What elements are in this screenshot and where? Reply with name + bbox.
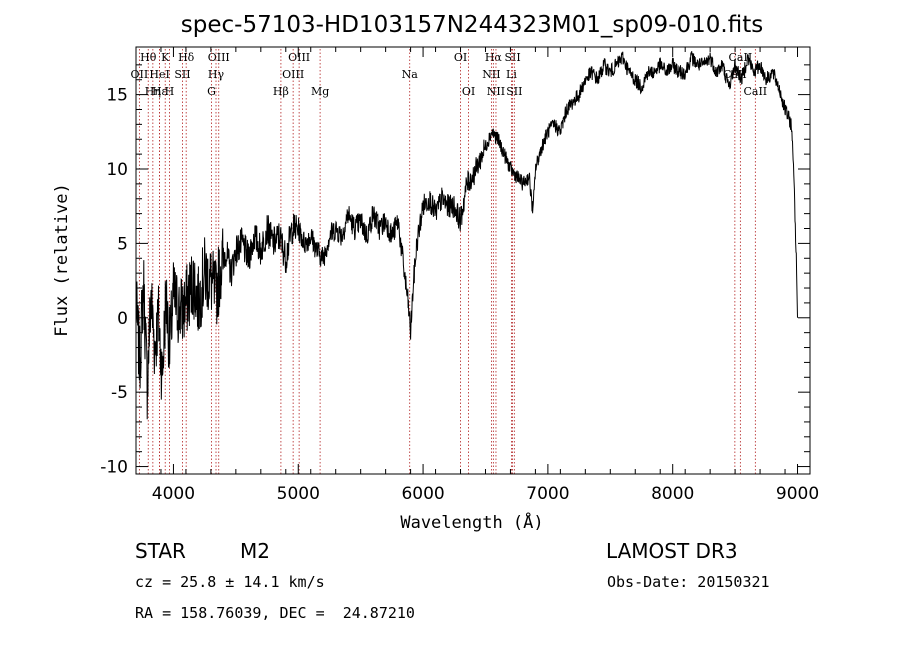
y-tick-label: 0 (117, 309, 128, 329)
line-marker-label: Hθ (140, 51, 157, 64)
line-marker-label: Hβ (273, 85, 289, 98)
y-tick-label: 10 (106, 160, 128, 180)
x-tick-label: 8000 (651, 484, 694, 504)
line-marker-label: OIII (282, 68, 304, 81)
axes: 4000 5000 6000 7000 8000 9000 -10 -5 0 5 10 15 (100, 47, 819, 504)
x-tick-label: 5000 (277, 484, 320, 504)
coordinates: RA = 158.76039, DEC = 24.87210 (135, 604, 415, 622)
y-tick-label: 15 (106, 86, 128, 106)
plot-frame (135, 46, 811, 475)
line-marker-label: Hγ (208, 68, 225, 81)
y-tick-label: 5 (117, 234, 128, 254)
line-marker-label: Hα (485, 51, 503, 64)
line-marker-label: OII (131, 68, 149, 81)
y-tick-label: -5 (111, 383, 128, 403)
object-class: STAR (135, 539, 186, 563)
line-marker-label: SII (174, 68, 190, 81)
line-marker-label: OIII (208, 51, 230, 64)
x-tick-label: 9000 (776, 484, 819, 504)
line-marker-label: Hε (152, 85, 168, 98)
y-axis-label: Flux (relative) (52, 183, 72, 337)
line-marker-label: G (207, 85, 216, 98)
redshift-value: cz = 25.8 ± 14.1 km/s (135, 573, 325, 591)
observation-date: Obs-Date: 20150321 (607, 573, 770, 591)
line-marker-label: OIII (288, 51, 310, 64)
x-axis-label: Wavelength (Å) (400, 511, 543, 533)
line-marker-label: Hη (145, 85, 161, 98)
x-tick-label: 7000 (526, 484, 569, 504)
line-marker-label: NII (482, 68, 500, 81)
line-marker-label: Mg (311, 85, 329, 98)
line-marker-label: OI (462, 85, 475, 98)
line-marker-label: NII (487, 85, 505, 98)
line-marker-label: Na (402, 68, 419, 81)
line-marker-label: Hδ (178, 51, 195, 64)
spectrum-line (135, 51, 798, 420)
line-marker-label: SII (506, 85, 522, 98)
chart-title: spec-57103-HD103157N244323M01_sp09-010.f… (181, 12, 763, 38)
survey-name: LAMOST DR3 (606, 539, 738, 563)
y-tick-label: -10 (100, 458, 128, 478)
x-tick-label: 4000 (152, 484, 195, 504)
line-marker-label: OI (454, 51, 467, 64)
line-marker-label: Li (506, 68, 517, 81)
object-subclass: M2 (240, 539, 270, 563)
line-marker-label: SII (504, 51, 520, 64)
x-tick-label: 6000 (401, 484, 444, 504)
line-marker-label: K (161, 51, 170, 64)
line-marker-label: CaII (743, 85, 767, 98)
line-marker-label: H (165, 85, 175, 98)
